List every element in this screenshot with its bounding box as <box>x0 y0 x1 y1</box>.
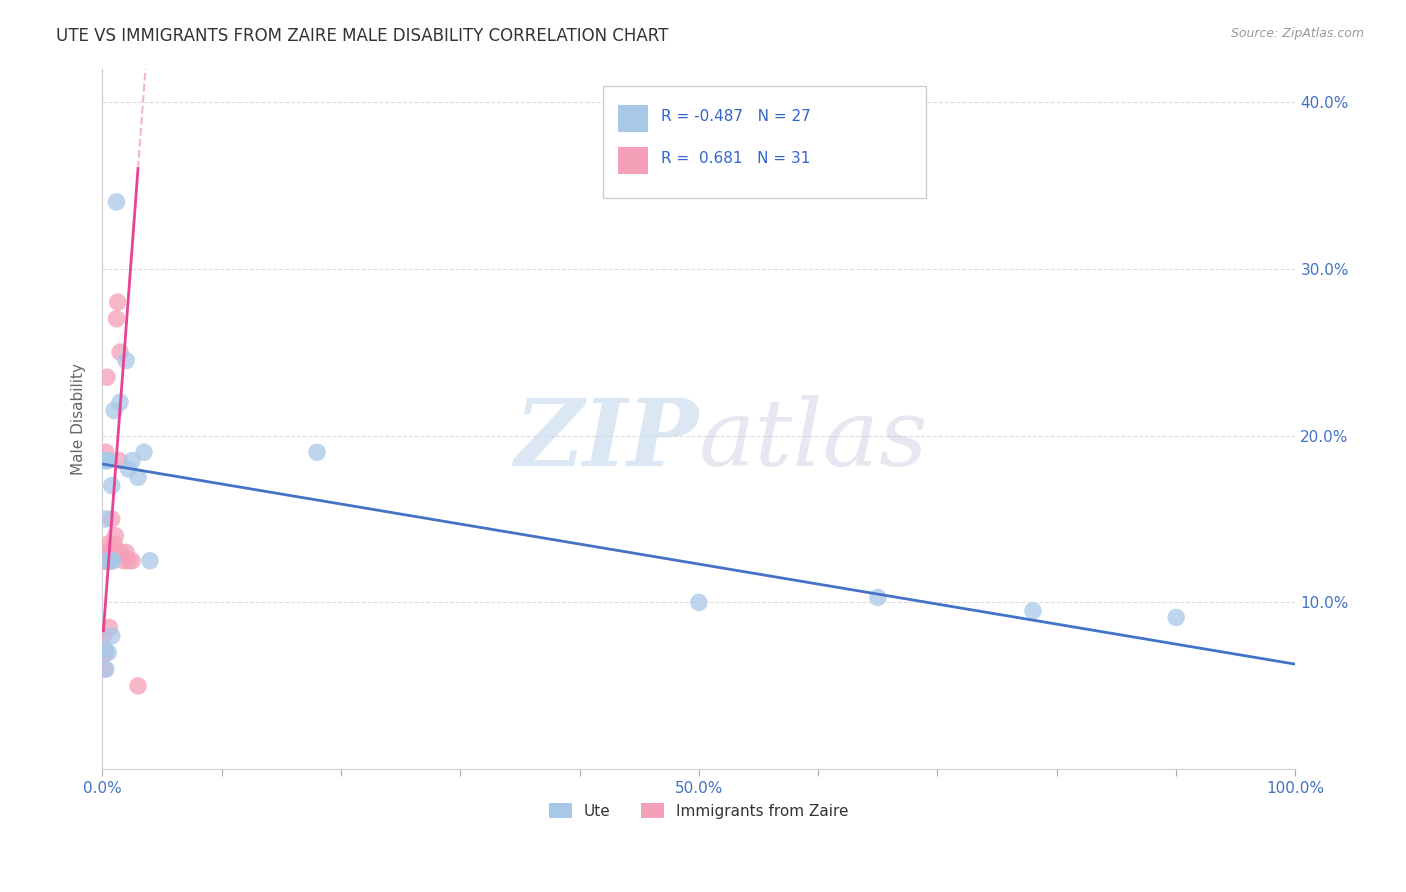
Point <box>139 554 162 568</box>
Point <box>93 642 115 657</box>
Point <box>688 595 710 609</box>
Point <box>93 453 115 467</box>
Point <box>108 345 131 359</box>
Point <box>105 311 128 326</box>
Legend: Ute, Immigrants from Zaire: Ute, Immigrants from Zaire <box>543 797 855 825</box>
Point <box>121 453 143 467</box>
Point <box>94 646 117 660</box>
Point <box>103 403 125 417</box>
Point <box>1022 604 1045 618</box>
Point <box>108 395 131 409</box>
Point <box>94 453 117 467</box>
Y-axis label: Male Disability: Male Disability <box>72 363 86 475</box>
Point <box>94 512 117 526</box>
Point <box>110 545 132 559</box>
Point <box>115 545 138 559</box>
Point <box>127 679 149 693</box>
Point <box>115 353 138 368</box>
Text: atlas: atlas <box>699 395 928 485</box>
Text: R = -0.487   N = 27: R = -0.487 N = 27 <box>661 110 810 124</box>
Point <box>96 370 118 384</box>
Point <box>93 554 115 568</box>
Point <box>93 629 115 643</box>
Point <box>101 545 124 559</box>
Point <box>107 295 129 310</box>
FancyBboxPatch shape <box>617 147 648 174</box>
Point <box>305 445 328 459</box>
Text: UTE VS IMMIGRANTS FROM ZAIRE MALE DISABILITY CORRELATION CHART: UTE VS IMMIGRANTS FROM ZAIRE MALE DISABI… <box>56 27 669 45</box>
Point <box>100 554 122 568</box>
Point <box>101 554 124 568</box>
Point <box>1166 610 1188 624</box>
Point <box>100 629 122 643</box>
Point <box>121 554 143 568</box>
Point <box>98 554 121 568</box>
Point <box>98 620 121 634</box>
Point <box>112 554 135 568</box>
Point <box>97 537 120 551</box>
Point <box>105 194 128 209</box>
Point <box>94 662 117 676</box>
Point <box>97 646 120 660</box>
FancyBboxPatch shape <box>617 105 648 132</box>
Point <box>100 554 122 568</box>
Point <box>96 554 118 568</box>
Point <box>98 554 121 568</box>
Point <box>94 554 117 568</box>
Point <box>103 537 125 551</box>
Text: Source: ZipAtlas.com: Source: ZipAtlas.com <box>1230 27 1364 40</box>
Point <box>93 662 115 676</box>
Point <box>97 545 120 559</box>
Point <box>96 554 118 568</box>
FancyBboxPatch shape <box>603 86 925 198</box>
Point <box>97 453 120 467</box>
Point <box>127 470 149 484</box>
Point <box>117 554 139 568</box>
Point <box>104 529 127 543</box>
Point <box>108 453 131 467</box>
Point <box>93 554 115 568</box>
Point <box>100 512 122 526</box>
Point <box>96 554 118 568</box>
Point <box>100 478 122 492</box>
Point <box>132 445 155 459</box>
Point <box>117 462 139 476</box>
Point <box>94 445 117 459</box>
Point <box>100 554 122 568</box>
Text: ZIP: ZIP <box>515 395 699 485</box>
Point <box>94 554 117 568</box>
Text: R =  0.681   N = 31: R = 0.681 N = 31 <box>661 152 810 167</box>
Point <box>866 591 889 605</box>
